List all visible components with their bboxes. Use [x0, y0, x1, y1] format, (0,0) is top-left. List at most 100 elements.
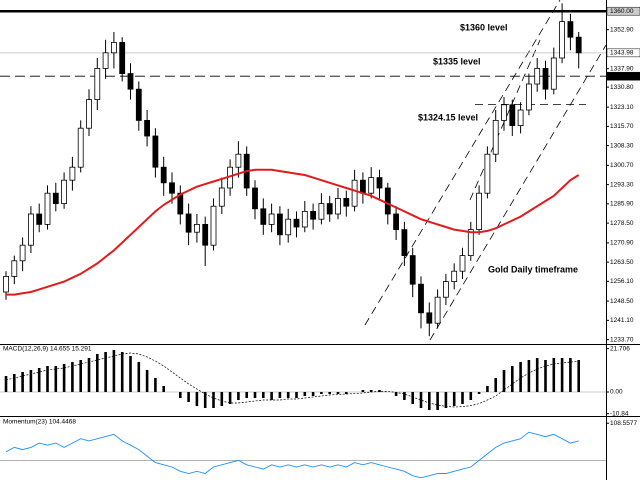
candle-body	[567, 21, 574, 38]
macd-bar	[87, 358, 91, 392]
price-box	[606, 48, 640, 58]
candle-body	[210, 205, 217, 246]
level-text: $1324.15 level	[418, 112, 478, 122]
candle-body	[318, 203, 325, 220]
candle-body	[218, 187, 225, 207]
price-box	[606, 71, 640, 81]
candle-body	[27, 213, 34, 246]
channel-line	[469, 39, 541, 201]
y-tick-label: 1233.70	[610, 336, 634, 343]
macd-bar	[519, 362, 522, 392]
macd-bar	[79, 360, 82, 392]
candle-body	[409, 255, 416, 285]
macd-bar	[378, 390, 381, 392]
macd-bar	[96, 354, 99, 392]
candle-body	[202, 223, 209, 246]
macd-bar	[336, 392, 340, 394]
macd-bar	[577, 360, 580, 392]
macd-bar	[54, 366, 58, 392]
candle-body	[575, 36, 582, 54]
macd-bar	[62, 364, 66, 392]
candle-body	[451, 270, 458, 283]
candle-body	[343, 197, 350, 207]
macd-bar	[71, 362, 74, 392]
y-tick-label: 1256.10	[610, 278, 634, 285]
macd-bar	[436, 392, 439, 410]
candle-body	[368, 177, 375, 194]
macd-bar	[411, 392, 414, 404]
macd-bar	[419, 392, 423, 408]
candle-body	[127, 73, 134, 90]
candle-body	[94, 68, 101, 101]
macd-bar	[502, 370, 506, 392]
candle-body	[11, 260, 18, 277]
macd-bar	[469, 392, 473, 400]
candle-body	[301, 210, 308, 228]
candle-body	[77, 127, 84, 168]
macd-bar	[145, 370, 149, 392]
candle-body	[276, 213, 283, 236]
candle-body	[52, 192, 59, 204]
candle-body	[476, 192, 483, 230]
candle-body	[169, 182, 175, 194]
candle-body	[359, 179, 366, 194]
y-tick-label: 1263.50	[610, 259, 634, 266]
candle-body	[144, 120, 151, 137]
macd-bar	[120, 352, 124, 392]
price-box-label: 1335.00	[610, 73, 634, 80]
y-tick-label: 1300.70	[610, 162, 634, 169]
macd-bar	[237, 392, 240, 400]
y-tick-label: 1337.90	[610, 65, 634, 72]
macd-bar	[477, 392, 481, 394]
candle-body	[102, 52, 109, 69]
candle-body	[260, 208, 267, 225]
candle-body	[119, 42, 126, 75]
moving-average	[6, 168, 580, 296]
candle-body	[235, 153, 242, 168]
macd-bar	[511, 366, 514, 392]
y-tick-label: 1248.50	[610, 298, 634, 305]
macd-bar	[154, 378, 157, 392]
candle-body	[19, 244, 26, 262]
candle-body	[376, 177, 383, 189]
candle-body	[509, 104, 516, 127]
macd-bar	[569, 358, 572, 392]
y-tick-label: 1315.70	[610, 123, 634, 130]
candle-body	[111, 42, 117, 54]
candle-body	[3, 275, 9, 293]
macd-bar	[361, 390, 365, 392]
macd-bar	[187, 392, 190, 402]
macd-bar	[552, 358, 556, 392]
macd-bar	[544, 360, 547, 392]
candle-body	[152, 135, 159, 168]
macd-bar	[270, 392, 273, 400]
price-box	[606, 6, 640, 16]
macd-bar	[328, 392, 331, 394]
macd-bar	[461, 392, 464, 404]
candle-body	[335, 197, 341, 215]
candle-body	[36, 213, 43, 225]
y-tick-label: 1352.90	[610, 26, 634, 33]
candle-body	[467, 229, 474, 257]
macd-bar	[212, 392, 215, 408]
annotation: Gold Daily timeframe	[488, 264, 578, 274]
level-text: $1360 level	[460, 22, 508, 32]
macd-bar	[452, 392, 456, 406]
candle-body	[252, 187, 258, 210]
macd-bar	[37, 368, 41, 392]
candle-body	[86, 99, 92, 129]
macd-bar	[203, 392, 207, 408]
y-tick-label: 1270.90	[610, 240, 634, 247]
candle-body	[401, 229, 408, 257]
macd-bar	[535, 358, 539, 392]
candle-body	[326, 203, 333, 215]
y-tick-label: 21.706	[610, 345, 630, 352]
candle-body	[351, 179, 358, 207]
candle-body	[193, 223, 200, 233]
macd-bar	[494, 378, 497, 392]
candle-body	[418, 283, 424, 314]
candle-body	[384, 187, 391, 215]
channel-line	[364, 0, 561, 326]
